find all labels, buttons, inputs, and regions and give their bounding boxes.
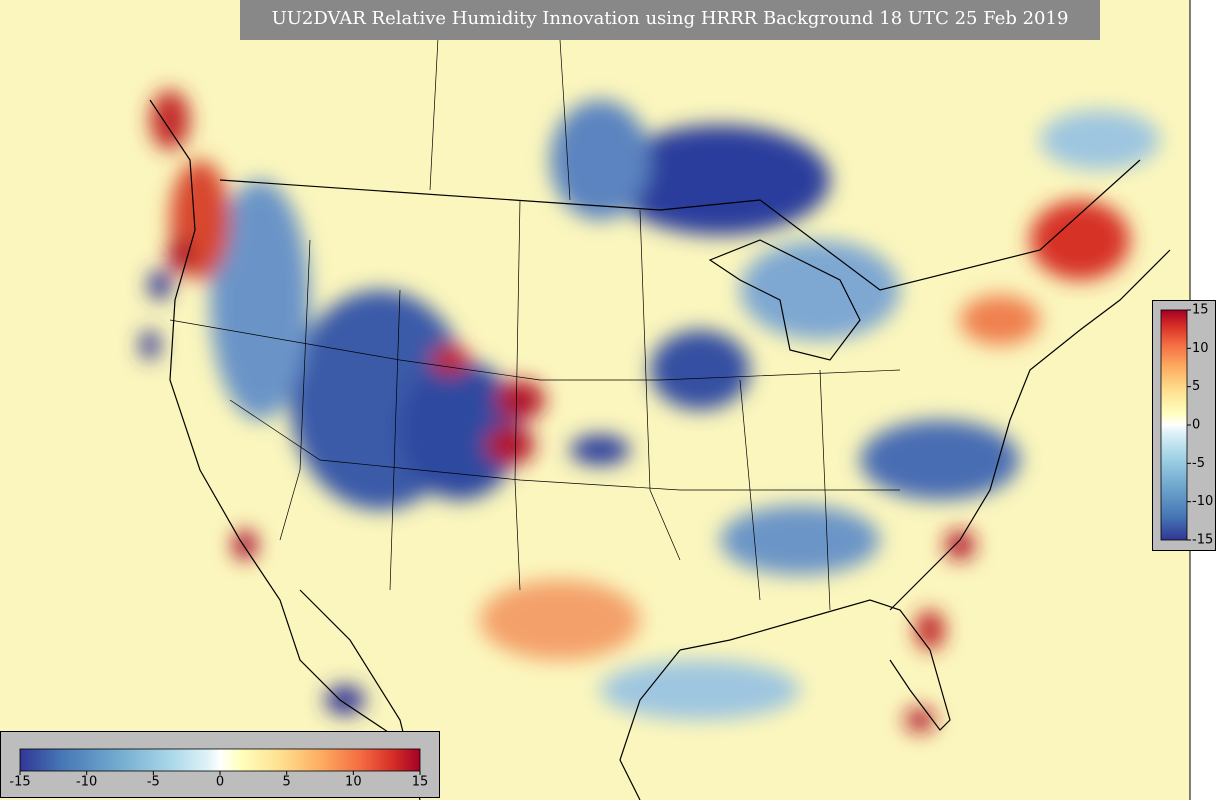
tick-label: -15 <box>9 775 30 790</box>
tick-label: 10 <box>1192 341 1209 356</box>
map-title: UU2DVAR Relative Humidity Innovation usi… <box>272 8 1069 29</box>
title-box <box>240 0 1100 40</box>
tick-label: -15 <box>1192 533 1213 548</box>
coastlines <box>149 99 1171 800</box>
humidity-field <box>140 90 1160 732</box>
tick-label: -5 <box>147 775 160 790</box>
state-borders <box>169 0 901 611</box>
tick-label: -10 <box>1192 494 1213 509</box>
tick-label: 15 <box>412 775 429 790</box>
tick-label: 5 <box>1192 379 1200 394</box>
tick-label: 10 <box>345 775 362 790</box>
tick-label: 15 <box>1192 303 1209 318</box>
tick-label: -10 <box>76 775 97 790</box>
tick-label: 5 <box>283 775 291 790</box>
colorbar <box>19 748 421 772</box>
colorbar <box>1160 309 1188 541</box>
tick-label: 0 <box>1192 418 1200 433</box>
tick-label: 0 <box>216 775 224 790</box>
tick-label: -5 <box>1192 456 1205 471</box>
